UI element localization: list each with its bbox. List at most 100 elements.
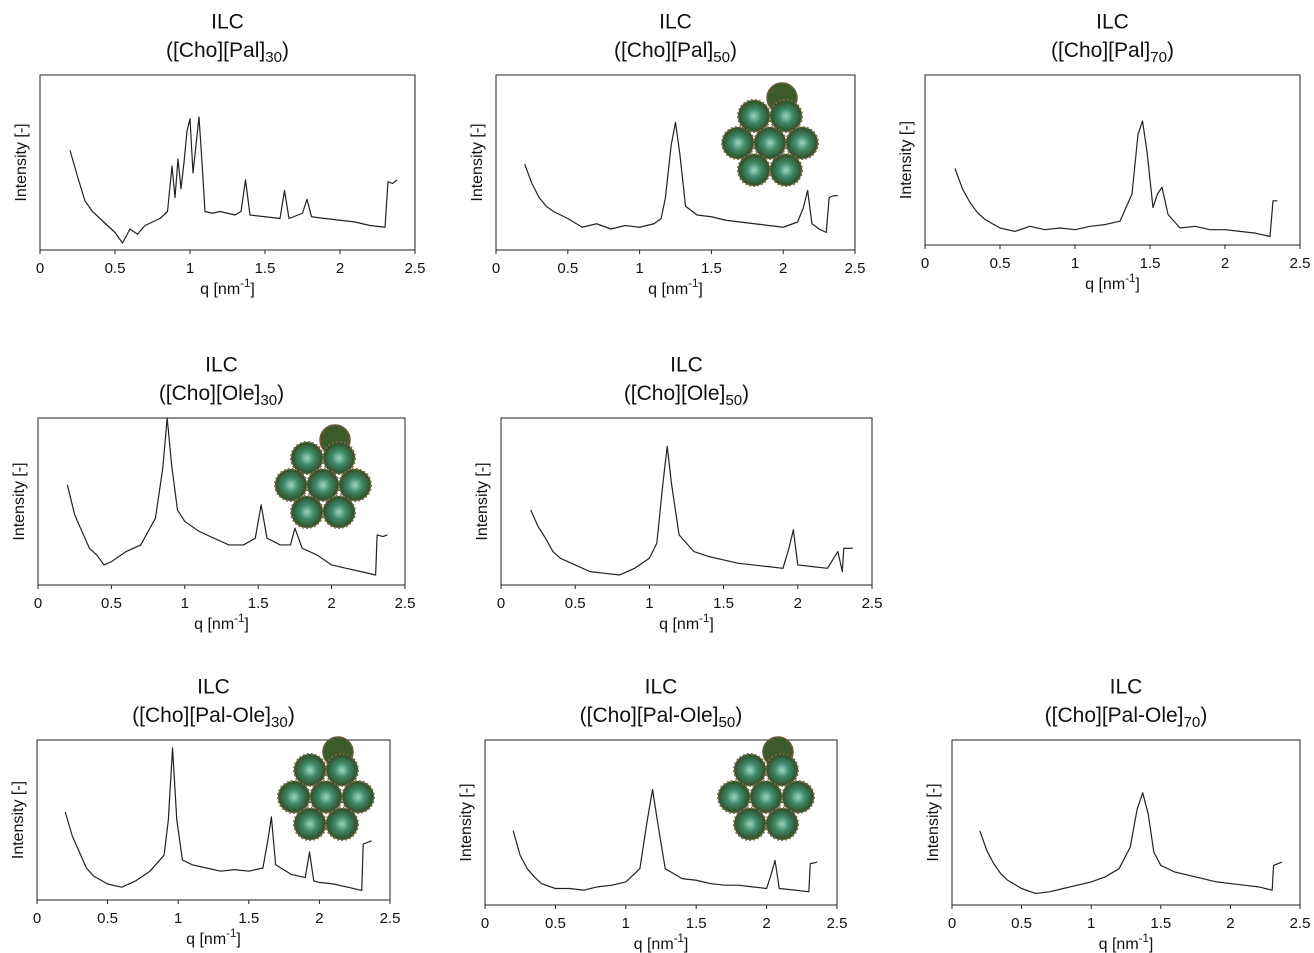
plot-frame [36,739,391,901]
chart-title: ILC [197,676,230,699]
hexagonal-cylinders-icon [721,82,819,187]
x-tick-label: 2.5 [395,595,416,612]
x-tick-label: 2 [762,915,770,932]
chart-subtitle-part: ([Cho][Ole] [159,382,261,405]
y-axis-label: Intensity [-] [898,121,915,199]
x-tick-label: 1 [645,595,653,612]
x-axis-label-part: ] [1149,936,1153,953]
chart-subtitle-part: 50 [719,714,736,731]
x-tick-label: 1.5 [701,260,722,277]
x-axis-label-part: -1 [1125,273,1135,285]
panel: ILC ([Cho][Ole]50) 0 0.5 1 1.5 2 2.5 q [nm-1] Int… [474,354,882,634]
y-axis-label: Intensity [-] [10,781,27,859]
x-axis-label-part: q [nm [1099,936,1139,953]
chart-title: ILC [645,676,678,699]
intensity-curve [69,116,398,244]
panel: ILC ([Cho][Pal]50) 0 0.5 1 1.5 2 2.5 q [nm-1] Int… [469,11,865,299]
chart-subtitle-part: ) [1200,704,1207,727]
x-axis-label-part: -1 [226,928,236,940]
x-tick-label: 2 [794,595,802,612]
y-axis-label: Intensity [-] [458,783,475,861]
chart-subtitle-part: 70 [1150,49,1167,66]
plot-frame [495,74,856,251]
x-tick-label: 1.5 [248,595,269,612]
panel: ILC ([Cho][Pal-Ole]70) 0 0.5 1 1.5 2 2.5 q [nm-1… [925,676,1310,953]
y-axis-label: Intensity [-] [13,123,30,201]
x-tick-label: 2.5 [827,915,848,932]
x-axis-label-part: q [nm [1085,276,1125,293]
x-axis-label-part: ] [1135,276,1139,293]
panel: ILC ([Cho][Pal-Ole]30) 0 0.5 1 1.5 2 2.5 q [nm-1… [10,676,400,949]
chart-subtitle-part: ([Cho][Ole] [624,382,726,405]
x-axis-label-part: q [nm [634,936,674,953]
x-axis-label: q [nm-1] [1085,273,1140,293]
x-tick-label: 2 [779,260,787,277]
chart-subtitle: ([Cho][Ole]50) [624,382,749,409]
x-axis-label-part: q [nm [659,616,699,633]
x-tick-label: 0.5 [565,595,586,612]
chart-subtitle: ([Cho][Pal]30) [166,39,289,66]
x-tick-label: 1 [635,260,643,277]
x-axis-label: q [nm-1] [648,278,703,298]
intensity-curve [979,792,1283,895]
x-tick-label: 0 [33,910,41,927]
chart-subtitle: ([Cho][Pal]70) [1051,39,1174,66]
chart-subtitle: ([Cho][Pal]50) [614,39,737,66]
x-tick-label: 1.5 [1150,915,1171,932]
chart-subtitle-part: ([Cho][Pal-Ole] [132,704,271,727]
chart-subtitle-part: ([Cho][Pal] [1051,39,1150,62]
x-axis-label-part: q [nm [200,281,240,298]
x-tick-label: 1 [1071,255,1079,272]
x-tick-label: 1.5 [255,260,276,277]
x-axis-label: q [nm-1] [186,928,241,948]
x-tick-label: 0 [921,255,929,272]
chart-subtitle-part: ) [288,704,295,727]
x-tick-label: 0.5 [105,260,126,277]
x-axis-label: q [nm-1] [634,933,689,953]
x-tick-label: 2.5 [1290,255,1311,272]
x-axis-label-part: -1 [674,933,684,945]
y-axis-label: Intensity [-] [11,462,28,540]
x-axis-label-part: ] [698,281,702,298]
chart-subtitle-part: 50 [725,392,742,409]
chart-title: ILC [1096,11,1129,34]
x-tick-label: 2 [315,910,323,927]
x-tick-label: 2.5 [405,260,426,277]
chart-title: ILC [1110,676,1143,699]
intensity-curve [512,788,818,893]
x-axis-label: q [nm-1] [200,278,255,298]
x-tick-label: 1 [186,260,194,277]
x-tick-label: 2.5 [380,910,401,927]
chart-subtitle: ([Cho][Pal-Ole]50) [580,704,743,731]
panel: ILC ([Cho][Pal]70) 0 0.5 1 1.5 2 2.5 q [nm-1] Int… [898,11,1310,294]
chart-subtitle: ([Cho][Ole]30) [159,382,284,409]
chart-subtitle-part: ) [1167,39,1174,62]
intensity-curve [524,121,838,234]
x-tick-label: 1 [174,910,182,927]
panel: ILC ([Cho][Pal]30) 0 0.5 1 1.5 2 2.5 q [nm-1] Int… [13,11,425,299]
chart-subtitle-part: 30 [265,49,282,66]
x-axis-label-part: ] [709,616,713,633]
chart-subtitle: ([Cho][Pal-Ole]30) [132,704,295,731]
plot-frame [500,417,873,586]
chart-title: ILC [659,11,692,34]
intensity-curve [954,120,1278,238]
x-axis-label-part: -1 [688,278,698,290]
x-tick-label: 1.5 [238,910,259,927]
x-tick-label: 0.5 [97,910,118,927]
x-tick-label: 2.5 [862,595,883,612]
x-axis-label-part: q [nm [648,281,688,298]
x-tick-label: 0.5 [557,260,578,277]
x-axis-label-part: ] [236,931,240,948]
x-tick-label: 0.5 [990,255,1011,272]
chart-subtitle-part: ([Cho][Pal-Ole] [1045,704,1184,727]
x-axis-label-part: q [nm [194,616,234,633]
x-tick-label: 1 [622,915,630,932]
x-tick-label: 2 [327,595,335,612]
x-tick-label: 2.5 [1290,915,1311,932]
x-axis-label-part: -1 [699,613,709,625]
x-tick-label: 0 [36,260,44,277]
x-axis-label-part: ] [684,936,688,953]
